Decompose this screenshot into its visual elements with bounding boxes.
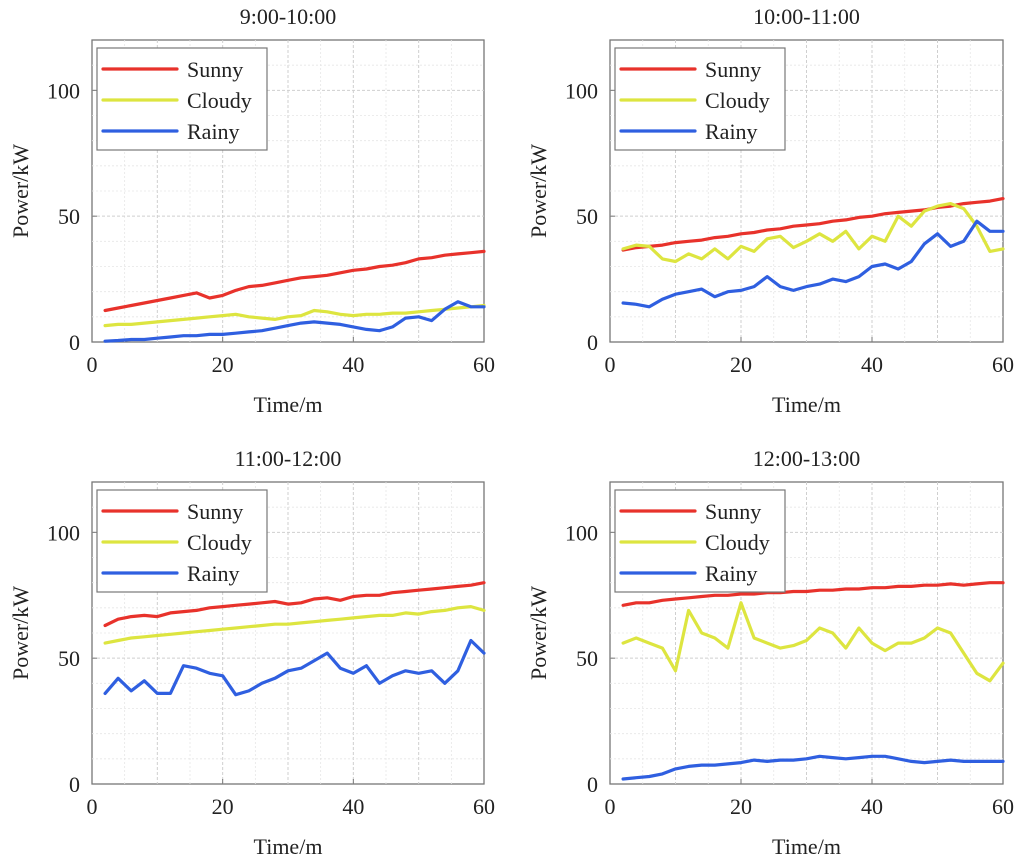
series-line-sunny bbox=[103, 249, 486, 313]
y-tick-label: 100 bbox=[565, 78, 598, 103]
y-tick-label: 0 bbox=[587, 772, 598, 797]
series-line-rainy bbox=[103, 300, 486, 343]
x-axis-label: Time/m bbox=[254, 392, 323, 417]
y-tick-label: 50 bbox=[58, 204, 80, 229]
legend: Sunny Cloudy Rainy bbox=[96, 47, 268, 151]
chart-title: 10:00-11:00 bbox=[753, 4, 860, 29]
x-tick-label: 40 bbox=[861, 794, 883, 819]
legend-label-sunny: Sunny bbox=[705, 499, 761, 524]
chart-panel-4: 0 20 40 60 0 50 100 12:00-13:00 Time/m Power/kW Su… bbox=[526, 446, 1014, 859]
y-tick-label: 50 bbox=[576, 646, 598, 671]
y-axis-label: Power/kW bbox=[8, 144, 33, 238]
legend-label-rainy: Rainy bbox=[187, 119, 240, 144]
y-tick-label: 100 bbox=[47, 78, 80, 103]
x-tick-label: 0 bbox=[605, 352, 616, 377]
legend-label-cloudy: Cloudy bbox=[705, 530, 770, 555]
legend: Sunny Cloudy Rainy bbox=[614, 489, 786, 593]
chart-title: 11:00-12:00 bbox=[235, 446, 342, 471]
series-line-rainy bbox=[621, 219, 1005, 309]
x-tick-label: 20 bbox=[212, 794, 234, 819]
x-tick-label: 20 bbox=[730, 352, 752, 377]
y-tick-label: 0 bbox=[587, 330, 598, 355]
x-axis-label: Time/m bbox=[772, 834, 841, 859]
y-axis-label: Power/kW bbox=[8, 586, 33, 680]
series-line-sunny bbox=[621, 581, 1005, 607]
x-tick-label: 20 bbox=[730, 794, 752, 819]
legend: Sunny Cloudy Rainy bbox=[96, 489, 268, 593]
legend-label-sunny: Sunny bbox=[187, 499, 243, 524]
x-axis-label: Time/m bbox=[772, 392, 841, 417]
x-tick-label: 40 bbox=[861, 352, 883, 377]
legend-label-rainy: Rainy bbox=[187, 561, 240, 586]
y-tick-label: 100 bbox=[565, 520, 598, 545]
legend-label-cloudy: Cloudy bbox=[705, 88, 770, 113]
series-line-rainy bbox=[103, 638, 486, 697]
y-axis-label: Power/kW bbox=[526, 144, 551, 238]
y-tick-label: 50 bbox=[576, 204, 598, 229]
legend-label-sunny: Sunny bbox=[187, 57, 243, 82]
x-tick-label: 60 bbox=[992, 794, 1014, 819]
y-axis-label: Power/kW bbox=[526, 586, 551, 680]
series-line-cloudy bbox=[103, 303, 486, 328]
y-tick-label: 0 bbox=[69, 330, 80, 355]
x-tick-label: 40 bbox=[342, 352, 364, 377]
y-tick-label: 50 bbox=[58, 646, 80, 671]
legend-label-rainy: Rainy bbox=[705, 561, 758, 586]
legend-label-sunny: Sunny bbox=[705, 57, 761, 82]
y-tick-label: 100 bbox=[47, 520, 80, 545]
legend: Sunny Cloudy Rainy bbox=[614, 47, 786, 151]
series-line-cloudy bbox=[103, 604, 486, 645]
x-tick-label: 40 bbox=[342, 794, 364, 819]
x-tick-label: 0 bbox=[87, 794, 98, 819]
chart-panel-2: 0 20 40 60 0 50 100 10:00-11:00 Time/m Power/kW Su… bbox=[526, 4, 1014, 417]
x-tick-label: 0 bbox=[87, 352, 98, 377]
series-line-cloudy bbox=[621, 202, 1005, 264]
chart-title: 12:00-13:00 bbox=[753, 446, 861, 471]
chart-panel-1: 0 20 40 60 0 50 100 9:00-10:00 Time/m Power/kW Sun… bbox=[8, 4, 495, 417]
x-tick-label: 20 bbox=[212, 352, 234, 377]
x-axis-label: Time/m bbox=[254, 834, 323, 859]
legend-label-cloudy: Cloudy bbox=[187, 530, 252, 555]
chart-title: 9:00-10:00 bbox=[240, 4, 337, 29]
series-line-sunny bbox=[103, 581, 486, 628]
legend-box bbox=[96, 47, 268, 151]
x-tick-label: 60 bbox=[473, 352, 495, 377]
y-tick-label: 0 bbox=[69, 772, 80, 797]
x-tick-label: 60 bbox=[473, 794, 495, 819]
series-line-cloudy bbox=[621, 601, 1005, 683]
chart-panel-3: 0 20 40 60 0 50 100 11:00-12:00 Time/m Power/kW Su… bbox=[8, 446, 495, 859]
legend-label-cloudy: Cloudy bbox=[187, 88, 252, 113]
x-tick-label: 60 bbox=[992, 352, 1014, 377]
series-line-rainy bbox=[621, 754, 1005, 781]
legend-label-rainy: Rainy bbox=[705, 119, 758, 144]
x-tick-label: 0 bbox=[605, 794, 616, 819]
